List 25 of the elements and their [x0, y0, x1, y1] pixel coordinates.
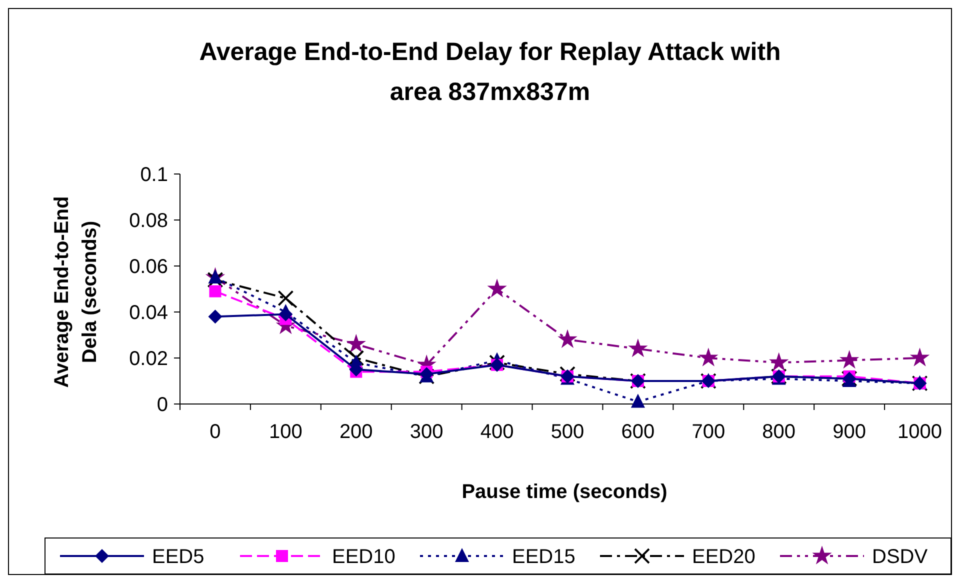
- x-tick-label: 700: [692, 421, 726, 443]
- legend-label: EED10: [332, 546, 396, 568]
- y-tick-label: 0.1: [140, 164, 168, 186]
- x-tick-label: 800: [762, 421, 796, 443]
- x-tick-label: 600: [621, 421, 655, 443]
- y-tick-label: 0.02: [129, 348, 168, 370]
- y-tick-label: 0.06: [129, 256, 168, 278]
- y-tick-label: 0.04: [129, 302, 168, 324]
- legend-label: EED5: [152, 546, 204, 568]
- x-tick-label: 300: [410, 421, 444, 443]
- x-tick-label: 1000: [898, 421, 942, 443]
- legend-label: DSDV: [872, 546, 928, 568]
- x-tick-label: 100: [268, 421, 302, 443]
- x-tick-label: 500: [550, 421, 584, 443]
- legend-label: EED15: [512, 546, 576, 568]
- x-tick-label: 200: [339, 421, 373, 443]
- x-tick-label: 400: [480, 421, 514, 443]
- legend-label: EED20: [692, 546, 756, 568]
- y-tick-label: 0: [156, 394, 168, 416]
- x-tick-label: 0: [210, 421, 221, 443]
- x-axis-title: Pause time (seconds): [462, 481, 668, 503]
- x-tick-label: 900: [832, 421, 866, 443]
- y-tick-label: 0.08: [129, 210, 168, 232]
- y-axis-title: Average End-to-End Dela (seconds): [51, 196, 101, 388]
- chart-title: Average End-to-End Delay for Replay Attack with area 837mx837m: [199, 38, 781, 106]
